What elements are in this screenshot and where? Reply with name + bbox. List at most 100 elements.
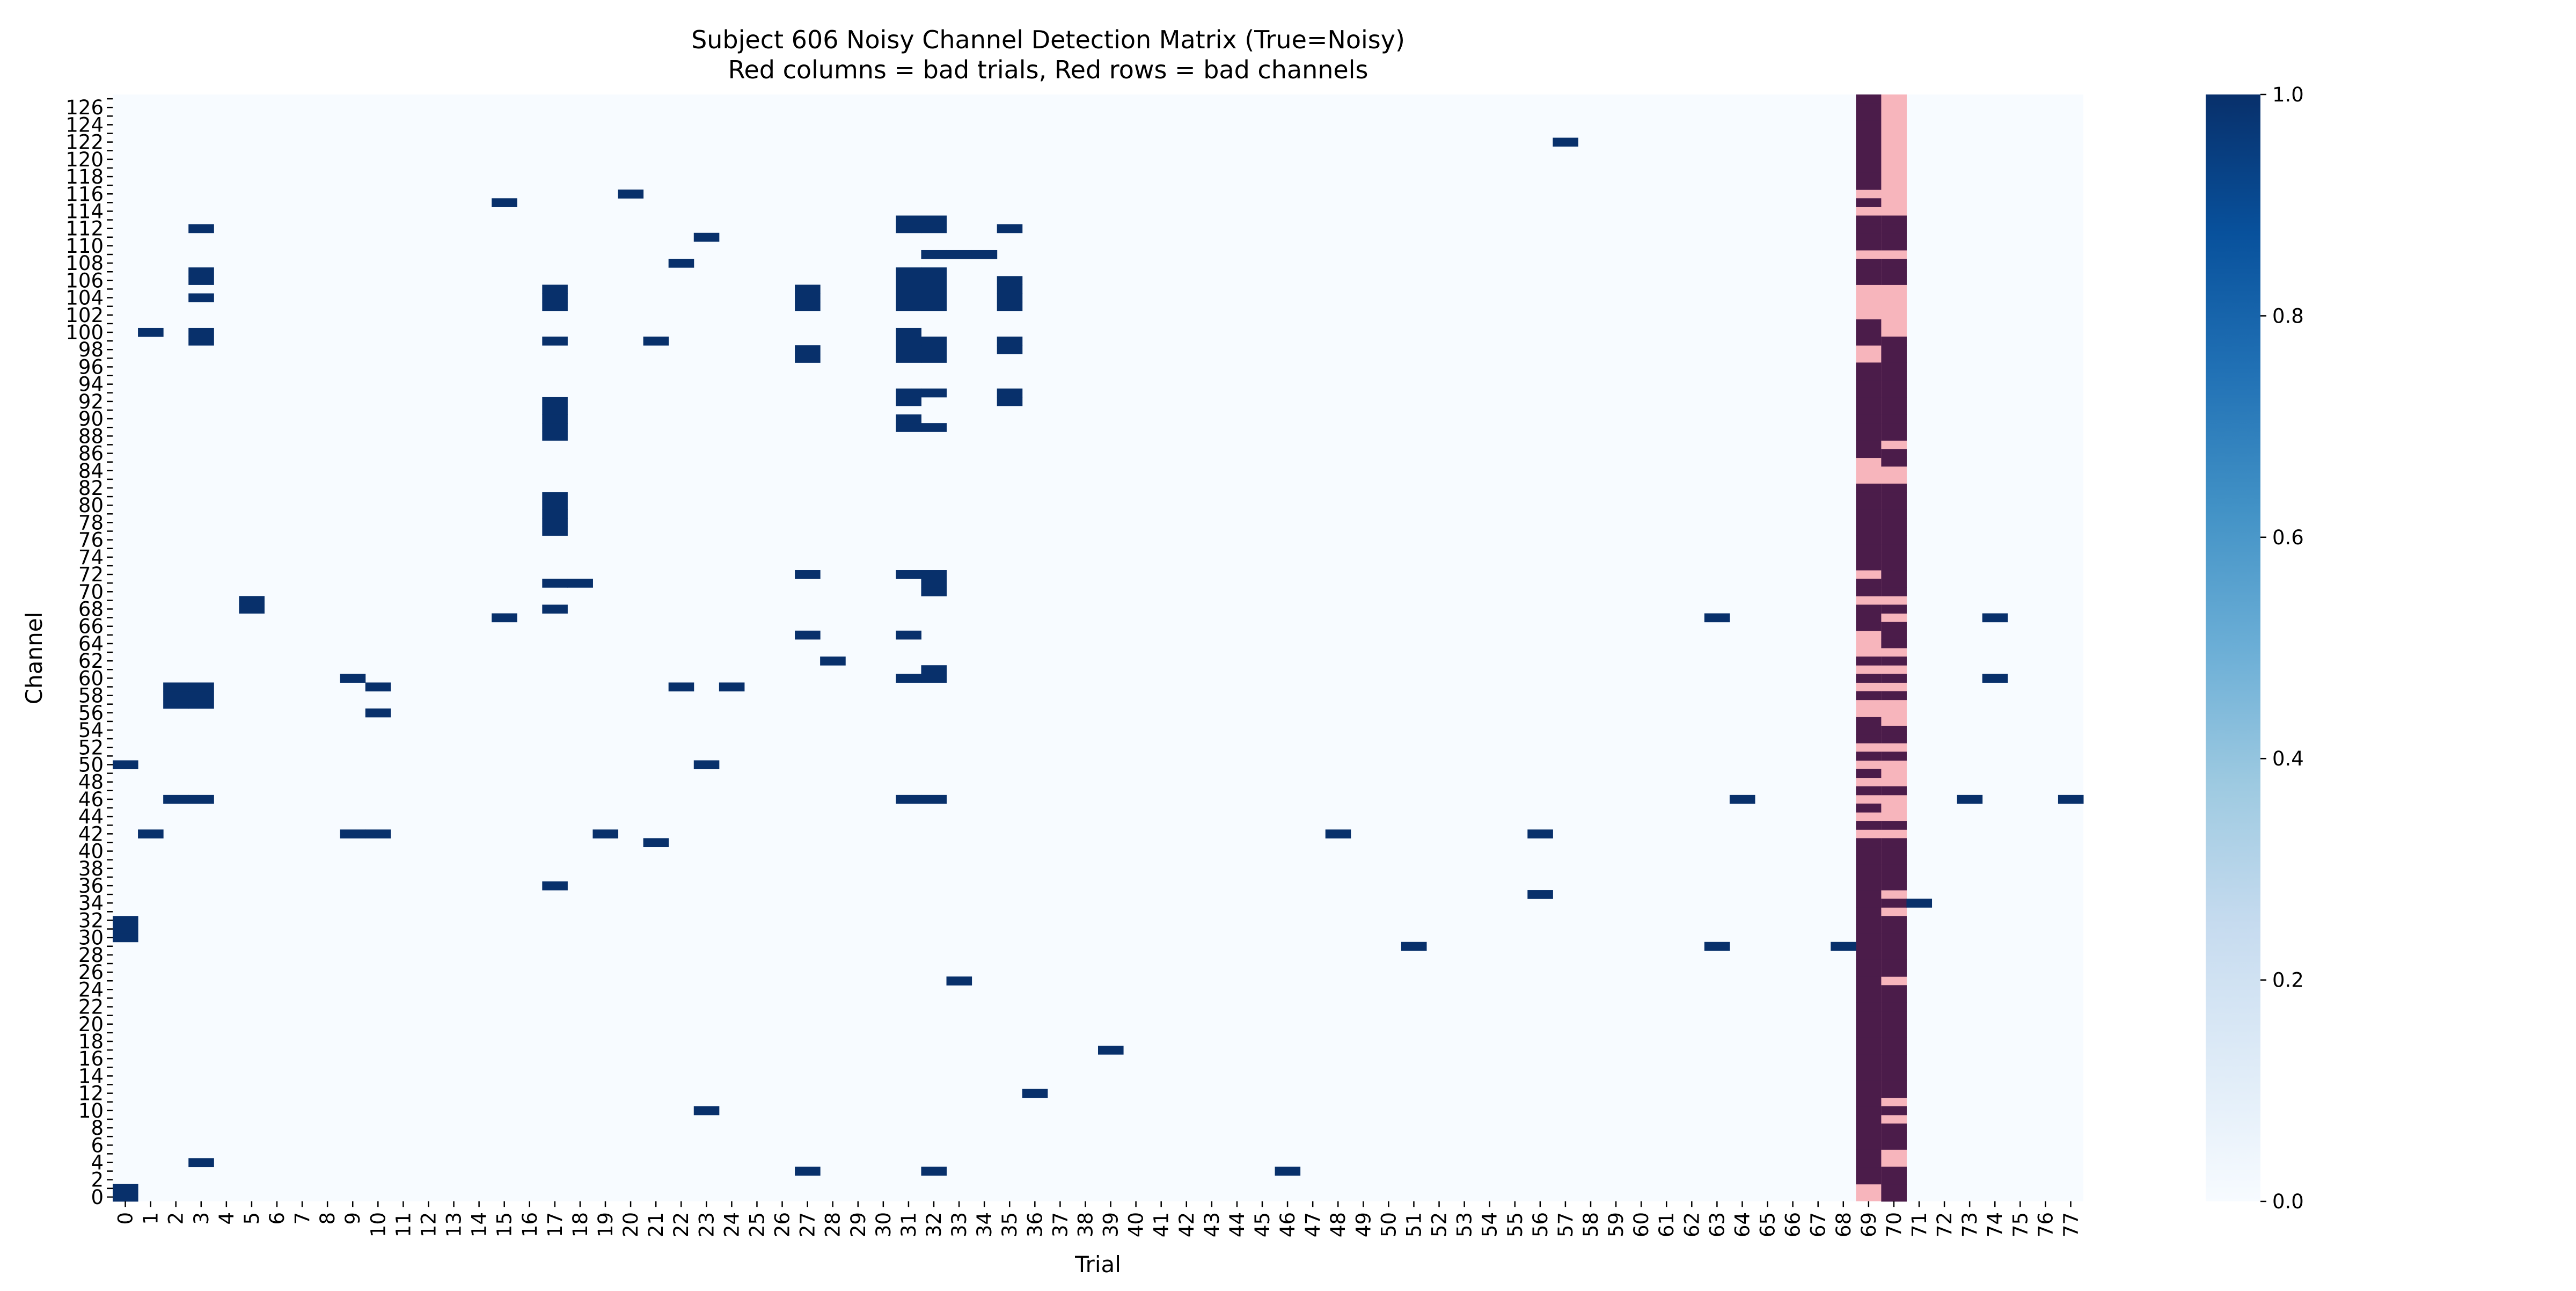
noisy-cell [1957, 794, 1983, 804]
bad-trial-noisy-cell [1856, 864, 1882, 873]
bad-trial-noisy-cell [1856, 1046, 1882, 1055]
y-tick-label: 48 [78, 771, 104, 794]
noisy-cell [921, 579, 947, 588]
bad-trial-noisy-cell [1881, 276, 1907, 285]
bad-trial-noisy-cell [1856, 181, 1882, 190]
noisy-cell [188, 1158, 214, 1168]
x-tick-label: 42 [1175, 1212, 1198, 1237]
noisy-cell [365, 682, 391, 692]
bad-trial-noisy-cell [1856, 276, 1882, 285]
bad-trial-noisy-cell [1856, 94, 1882, 104]
bad-trial-noisy-cell [1856, 1028, 1882, 1038]
noisy-cell [1704, 613, 1730, 623]
noisy-cell [921, 674, 947, 683]
bad-trial-noisy-cell [1881, 1184, 1907, 1193]
noisy-cell [693, 232, 720, 242]
noisy-cell [896, 224, 921, 234]
bad-trial-noisy-cell [1856, 924, 1882, 934]
noisy-cell [921, 354, 947, 363]
x-tick-label: 4 [215, 1212, 238, 1225]
y-tick-label: 40 [78, 840, 104, 863]
bad-trial-noisy-cell [1856, 103, 1882, 112]
y-tick-label: 102 [65, 304, 104, 327]
x-tick-label: 55 [1504, 1212, 1527, 1237]
noisy-cell [113, 916, 138, 925]
x-tick-label: 9 [341, 1212, 364, 1225]
y-tick-label: 90 [78, 407, 104, 431]
x-tick-label: 41 [1150, 1212, 1173, 1237]
noisy-cell [567, 579, 593, 588]
bad-trial-noisy-cell [1881, 527, 1907, 536]
noisy-cell [997, 345, 1023, 354]
y-tick-label: 6 [91, 1134, 104, 1157]
noisy-cell [542, 397, 568, 406]
bad-trial-noisy-cell [1856, 1141, 1882, 1150]
bad-trial-noisy-cell [1856, 198, 1882, 207]
bad-trial-noisy-cell [1881, 1019, 1907, 1029]
x-tick-label: 27 [796, 1212, 819, 1237]
y-tick-label: 34 [78, 892, 104, 915]
noisy-cell [921, 276, 947, 285]
bad-trial-noisy-cell [1881, 362, 1907, 371]
noisy-cell [896, 215, 921, 225]
x-tick-label: 8 [316, 1212, 339, 1225]
noisy-cell [997, 285, 1023, 294]
bad-trial-noisy-cell [1881, 1175, 1907, 1185]
noisy-cell [896, 345, 921, 354]
bad-trial-noisy-cell [1856, 725, 1882, 735]
colorbar-tick-label: 0.8 [2272, 304, 2304, 327]
y-tick-label: 94 [78, 373, 104, 396]
noisy-cell [921, 337, 947, 346]
heatmap-cells [113, 94, 2084, 1202]
x-tick-label: 18 [569, 1212, 592, 1237]
x-tick-label: 5 [240, 1212, 264, 1225]
bad-trial-noisy-cell [1856, 734, 1882, 743]
noisy-cell [921, 224, 947, 234]
noisy-cell [921, 215, 947, 225]
x-axis-title: Trial [1074, 1251, 1121, 1278]
noisy-cell [795, 570, 821, 579]
noisy-cell [239, 596, 265, 605]
bad-trial-noisy-cell [1881, 215, 1907, 225]
y-tick-label: 124 [65, 113, 104, 136]
x-tick-label: 43 [1201, 1212, 1224, 1237]
x-tick-label: 77 [2059, 1212, 2082, 1237]
y-tick-label: 12 [78, 1082, 104, 1105]
y-tick-label: 50 [78, 753, 104, 776]
bad-trial-noisy-cell [1856, 362, 1882, 371]
y-tick-label: 88 [78, 425, 104, 448]
noisy-cell [997, 276, 1023, 285]
x-axis-ticks: 0 1 2 3 4 5 6 7 8 9 10 11 12 13 14 15 16 17 18 19 20 21 22 23 24… [114, 1201, 2082, 1237]
noisy-cell [188, 293, 214, 303]
bad-trial-noisy-cell [1881, 432, 1907, 441]
y-tick-label: 26 [78, 961, 104, 984]
y-tick-label: 96 [78, 355, 104, 378]
bad-trial-noisy-cell [1881, 544, 1907, 553]
x-tick-label: 57 [1554, 1212, 1577, 1237]
y-tick-label: 64 [78, 632, 104, 655]
noisy-cell [542, 527, 568, 536]
bad-trial-noisy-cell [1881, 501, 1907, 510]
bad-trial-noisy-cell [1881, 691, 1907, 701]
bad-trial-noisy-cell [1856, 492, 1882, 501]
y-tick-label: 72 [78, 563, 104, 586]
bad-trial-noisy-cell [1881, 864, 1907, 873]
bad-trial-noisy-cell [1881, 674, 1907, 683]
noisy-cell [896, 674, 921, 683]
x-tick-label: 45 [1251, 1212, 1274, 1237]
x-tick-label: 3 [190, 1212, 213, 1225]
noisy-cell [921, 423, 947, 432]
bad-trial-noisy-cell [1881, 535, 1907, 545]
x-tick-label: 44 [1226, 1212, 1249, 1237]
noisy-cell [492, 613, 517, 623]
noisy-cell [1704, 942, 1730, 951]
bad-trial-noisy-cell [1881, 1054, 1907, 1063]
bad-trial-noisy-cell [1881, 579, 1907, 588]
y-tick-label: 82 [78, 477, 104, 500]
bad-trial-noisy-cell [1881, 552, 1907, 562]
noisy-cell [946, 250, 972, 259]
y-tick-label: 0 [91, 1186, 104, 1209]
noisy-cell [896, 388, 921, 398]
bad-trial-noisy-cell [1881, 423, 1907, 432]
noisy-cell [163, 682, 189, 692]
